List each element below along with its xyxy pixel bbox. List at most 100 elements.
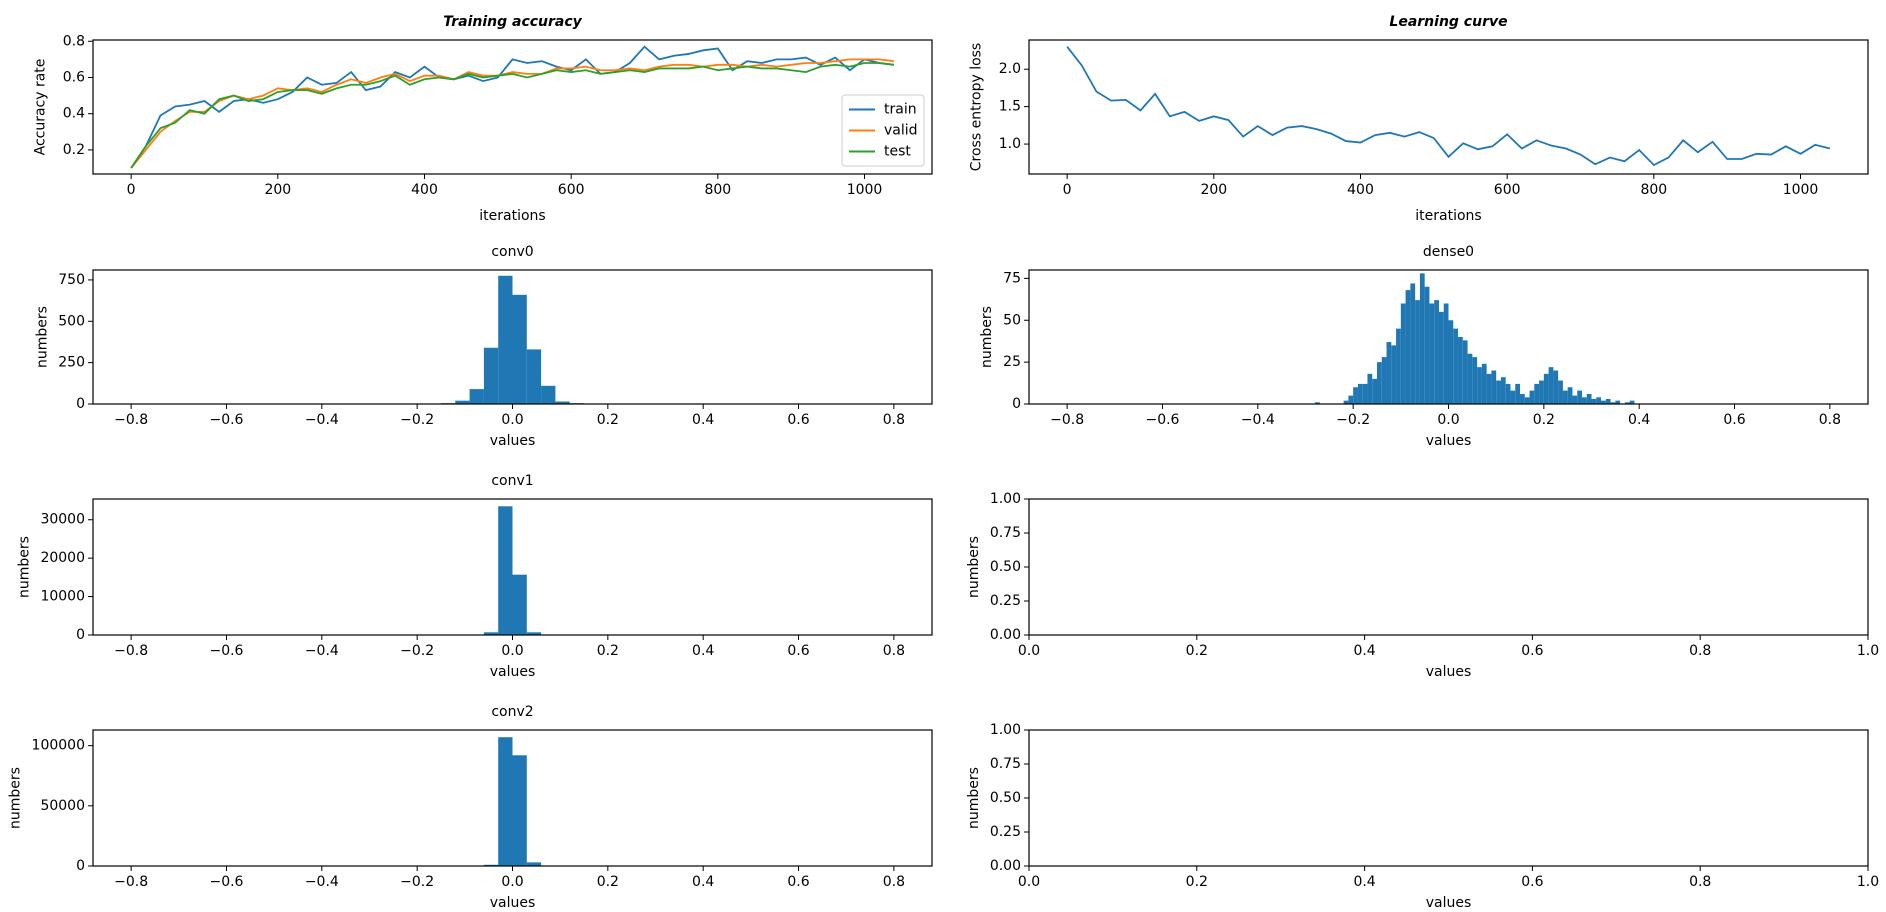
y-tick-label: 20000 [40, 550, 85, 566]
y-tick-label: 0.75 [990, 525, 1021, 541]
x-tick-label: 200 [264, 182, 291, 198]
subplot: 0.0 0.2 0.4 0.6 0.8 1.0 0.00 0.25 0.50 0.75 1.00 va… [966, 491, 1879, 680]
axes-frame [1028, 39, 1869, 175]
x-tick-label: −0.2 [400, 643, 434, 659]
subplot-title: Training accuracy [443, 14, 582, 30]
y-tick-label: 750 [58, 272, 85, 288]
histogram-bar [1315, 402, 1320, 404]
y-tick-label: 0.50 [990, 790, 1021, 806]
x-tick-label: −0.8 [114, 412, 148, 428]
axes-frame [92, 39, 933, 175]
x-tick-label: 0.0 [1437, 412, 1459, 428]
histogram-bar [483, 347, 499, 404]
histogram-bar [1419, 273, 1425, 404]
histogram-bar [1510, 390, 1516, 404]
histogram-bar [1443, 303, 1449, 404]
x-axis-label: iterations [479, 208, 545, 224]
histogram-bar [512, 574, 527, 635]
subplot-title: conv0 [491, 244, 533, 260]
x-tick-label: 0.4 [1353, 643, 1375, 659]
histogram-bar [1434, 300, 1439, 404]
subplot-title: dense0 [1423, 244, 1474, 260]
histogram-bar [1596, 397, 1602, 404]
y-tick-label: 1.00 [990, 491, 1021, 507]
histogram-bar [526, 632, 542, 635]
histogram-bar [555, 401, 570, 404]
subplot: 0 200 400 600 800 1000 1.0 1.5 2.0 Learning curve… [969, 14, 1869, 224]
line-series [1066, 46, 1831, 167]
x-tick-label: 0.8 [1689, 643, 1711, 659]
x-tick-label: 0.2 [597, 874, 619, 890]
histogram-bar [1601, 400, 1606, 404]
x-tick-label: 600 [558, 182, 585, 198]
line-series [130, 45, 894, 169]
line-series [130, 58, 894, 169]
histogram-bar [483, 864, 499, 866]
histogram-bar [541, 385, 556, 404]
histogram-bar [1481, 363, 1487, 404]
y-tick-label: 0.25 [990, 593, 1021, 609]
x-tick-label: −0.6 [209, 874, 243, 890]
histogram-bar [526, 862, 542, 866]
x-tick-label: 0.6 [787, 643, 809, 659]
x-tick-label: −0.4 [305, 874, 339, 890]
histogram-bar [526, 349, 542, 404]
x-tick-label: 1000 [847, 182, 883, 198]
x-tick-label: 0.0 [501, 643, 523, 659]
x-tick-label: 0.0 [501, 874, 523, 890]
x-tick-label: 400 [1347, 182, 1374, 198]
y-tick-label: 30000 [40, 512, 85, 528]
y-tick-label: 100000 [32, 738, 85, 754]
subplot: 0.0 0.2 0.4 0.6 0.8 1.0 0.00 0.25 0.50 0.75 1.00 va… [966, 722, 1879, 911]
x-tick-label: −0.4 [1241, 412, 1275, 428]
histogram-bar [1591, 398, 1597, 404]
x-axis-label: values [1426, 664, 1472, 680]
histogram-bar [1467, 353, 1473, 404]
x-tick-label: 1.0 [1857, 874, 1879, 890]
y-tick-label: 500 [58, 313, 85, 329]
y-tick-label: 1.5 [999, 99, 1021, 115]
y-axis-label: numbers [979, 306, 995, 368]
histogram-bar [1629, 400, 1635, 404]
x-axis-label: values [490, 664, 536, 680]
y-tick-label: 2.0 [999, 61, 1021, 77]
y-tick-label: 0 [76, 858, 85, 874]
x-tick-label: 600 [1494, 182, 1521, 198]
subplot: −0.8 −0.6 −0.4 −0.2 0.0 0.2 0.4 0.6 0.8 0 25 50 75 de… [979, 244, 1869, 449]
y-tick-label: 0 [1012, 396, 1021, 412]
histogram-bar [1543, 373, 1549, 404]
histogram-bar [1372, 378, 1377, 404]
histogram-bar [1353, 387, 1358, 404]
x-axis-label: values [490, 433, 536, 449]
y-tick-label: 1.0 [999, 136, 1021, 152]
subplot: −0.8 −0.6 −0.4 −0.2 0.0 0.2 0.4 0.6 0.8 0 10000 200… [16, 473, 933, 680]
subplot-title: conv2 [491, 704, 533, 720]
histogram-bar [1577, 390, 1582, 404]
histogram-bar [512, 755, 527, 866]
x-tick-label: 800 [704, 182, 731, 198]
x-tick-label: 0.0 [501, 412, 523, 428]
x-tick-label: 0.8 [883, 412, 905, 428]
histogram-bar [1572, 395, 1578, 404]
x-axis-label: iterations [1415, 208, 1481, 224]
x-tick-label: 0.4 [692, 643, 714, 659]
histogram-bar [1562, 390, 1568, 404]
x-tick-label: 1000 [1783, 182, 1819, 198]
histogram-bar [512, 294, 527, 404]
y-axis-label: Accuracy rate [33, 59, 49, 156]
y-tick-label: 250 [58, 355, 85, 371]
histogram-bar [1615, 400, 1621, 404]
histogram-bar [1367, 373, 1373, 404]
histogram-bar [1605, 398, 1611, 404]
subplot: −0.8 −0.6 −0.4 −0.2 0.0 0.2 0.4 0.6 0.8 0 50000 100… [8, 704, 933, 911]
histogram-bar [1586, 393, 1592, 404]
histogram-bar [1548, 367, 1554, 404]
histogram-bar [1362, 383, 1368, 404]
x-axis-label: values [490, 895, 536, 911]
axes-frame [1028, 729, 1869, 867]
y-tick-label: 0.75 [990, 756, 1021, 772]
x-tick-label: −0.2 [400, 874, 434, 890]
y-axis-label: numbers [966, 536, 982, 598]
histogram-bar [1438, 311, 1444, 404]
